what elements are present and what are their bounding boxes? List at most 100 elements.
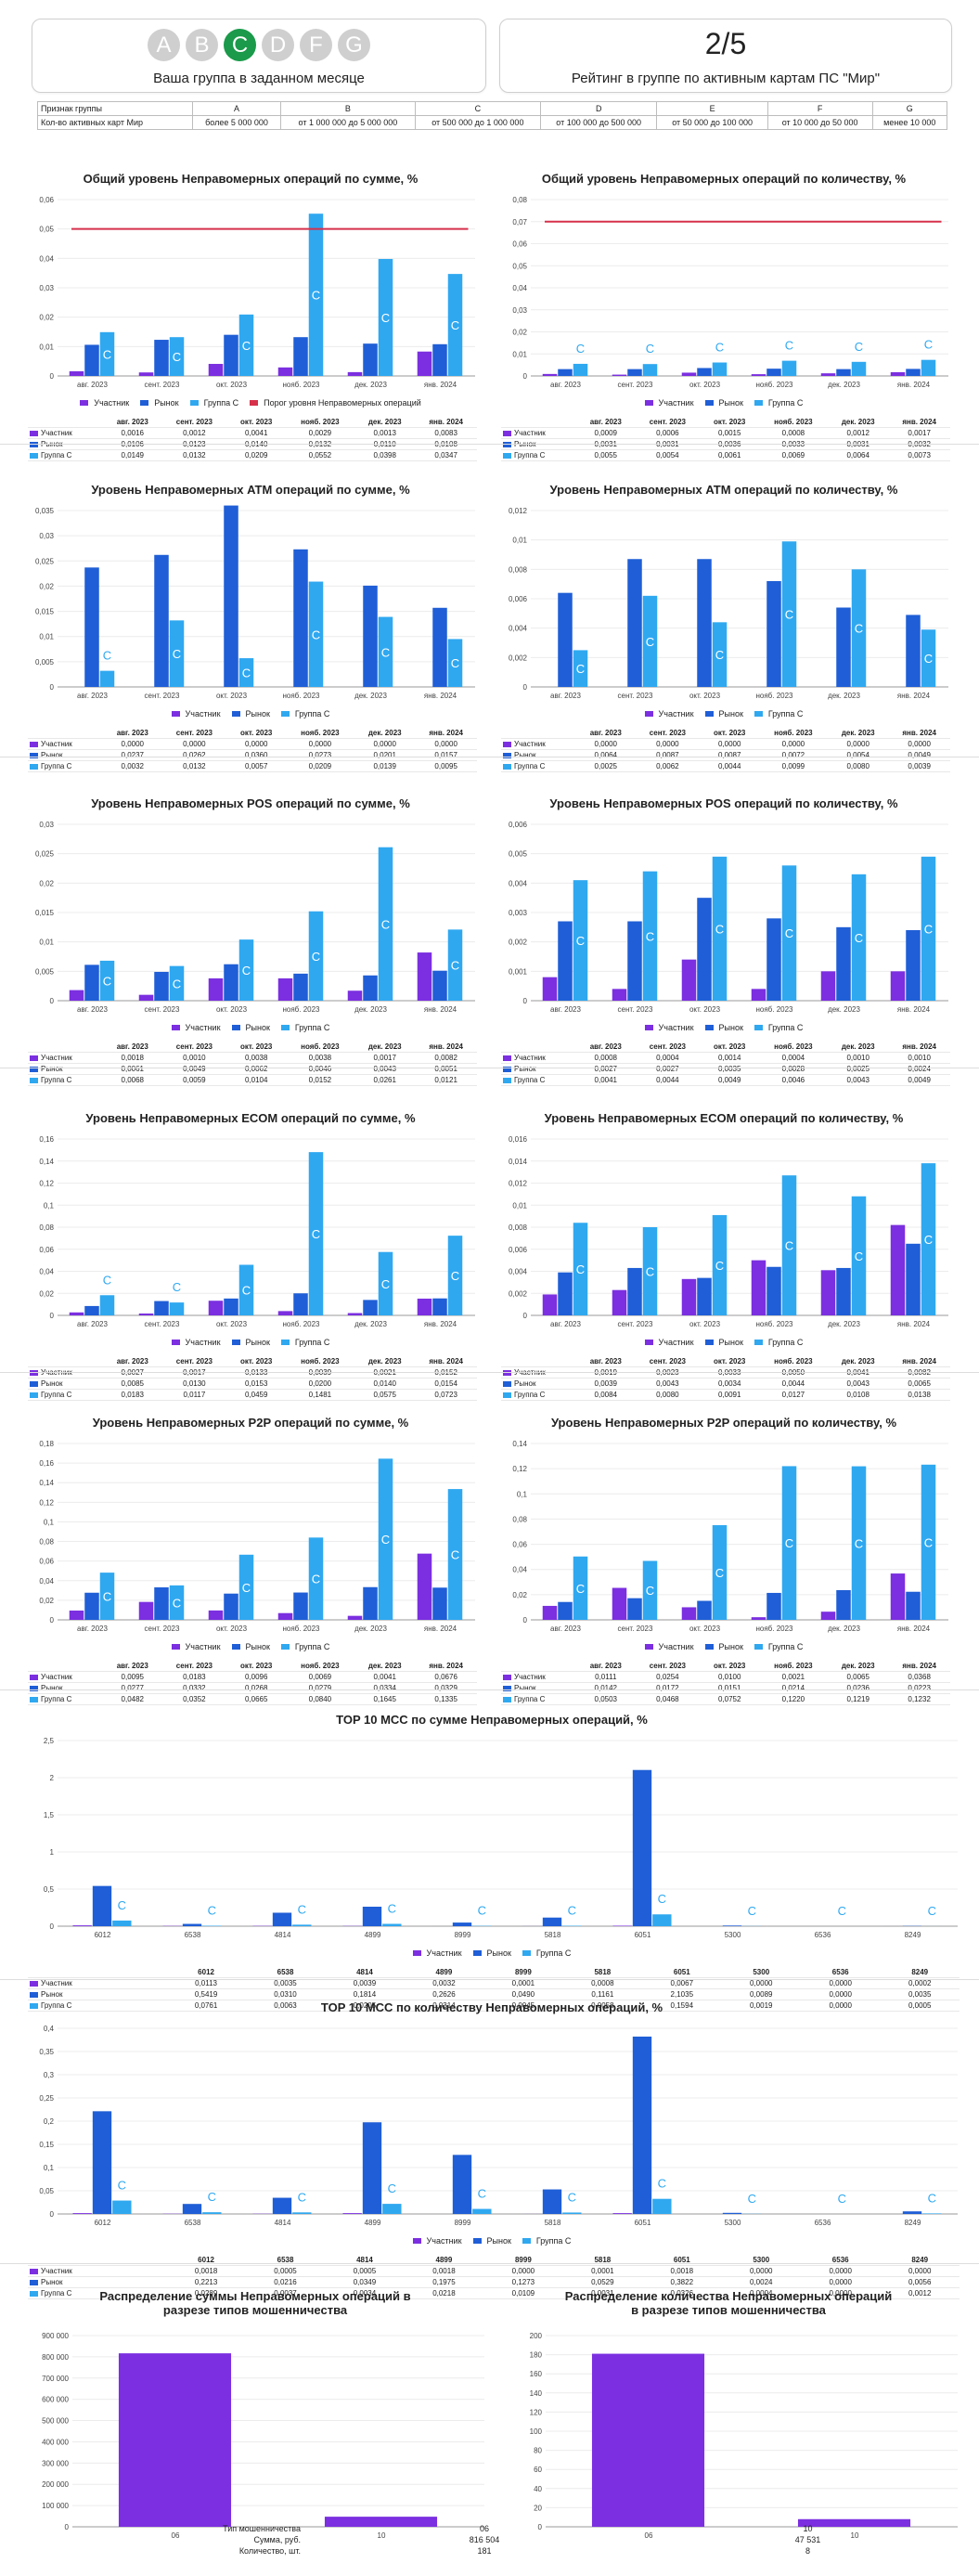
chart-legend: Участник Рынок Группа C — [492, 709, 956, 718]
row-swatch — [30, 1685, 38, 1691]
y-tick-label: 0,05 — [39, 2187, 54, 2195]
column-header: окт. 2023 — [226, 1661, 286, 1672]
x-tick-label: окт. 2023 — [689, 692, 721, 700]
bar-Группа-C — [99, 1573, 115, 1620]
group-letter-label: C — [242, 667, 251, 680]
bar-Участник — [347, 371, 363, 376]
bar-Группа-C — [781, 541, 797, 687]
bar-Рынок — [272, 1912, 292, 1926]
table-cell: 0,0037 — [245, 2287, 326, 2299]
group-letter-label: C — [451, 656, 459, 670]
bar-Рынок — [293, 973, 308, 1001]
legend-item: Рынок — [704, 1642, 743, 1651]
bar-Участник — [208, 1610, 224, 1620]
y-tick-label: 0,005 — [35, 658, 55, 667]
table-cell: 0,0062 — [635, 760, 701, 772]
column-header: дек. 2023 — [354, 728, 416, 739]
table-cell: 0,0041 — [354, 1671, 416, 1683]
x-tick-label: авг. 2023 — [77, 1625, 108, 1633]
bar-Группа-C — [447, 1489, 463, 1620]
bar-Группа-C — [292, 2212, 312, 2214]
x-tick-label: дек. 2023 — [828, 1625, 860, 1633]
table-corner — [28, 1356, 104, 1367]
legend-item: Участник — [644, 709, 694, 718]
bar-Участник — [751, 989, 766, 1001]
table-cell: 0,0130 — [161, 1378, 227, 1390]
y-tick-label: 0 — [50, 372, 55, 381]
bar-Рынок — [627, 559, 642, 687]
legend-swatch — [472, 1950, 482, 1956]
legend-swatch — [754, 711, 763, 717]
legend-item: Рынок — [472, 1948, 511, 1958]
legend-swatch — [171, 1644, 180, 1650]
bar-Участник — [138, 994, 154, 1001]
bar-Группа-C — [851, 569, 867, 687]
legend-swatch — [231, 1340, 240, 1345]
table-cell: 0,0067 — [642, 1977, 722, 1989]
bar-Рынок — [92, 1885, 112, 1926]
table-row: Группа C 0,0289 0,0037 0,0034 0,0218 0,0109 0,… — [28, 2287, 960, 2299]
column-header: дек. 2023 — [828, 1042, 889, 1053]
bar-Участник — [69, 1312, 84, 1315]
table-row: Участник 0,0000 0,0000 0,0000 0,0000 0,0000 0,… — [28, 738, 477, 750]
group-letter-label: C — [173, 647, 181, 661]
column-header: сент. 2023 — [635, 728, 701, 739]
bar-Группа-C — [712, 1214, 728, 1315]
group-letter-label: C — [103, 649, 111, 663]
row-label-text: Рынок — [41, 1065, 63, 1073]
column-header: янв. 2024 — [888, 417, 950, 428]
y-tick-label: 2 — [50, 1774, 55, 1782]
table-cell: 0,0055 — [576, 449, 636, 461]
bar-Количество,-шт. — [797, 2518, 911, 2527]
table-cell: 0,0000 — [226, 738, 286, 750]
legend-swatch — [171, 1340, 180, 1345]
group-letter-label: C — [451, 959, 459, 973]
group-letter-label: C — [312, 950, 320, 964]
table-cell: 0,0752 — [700, 1693, 759, 1705]
column-header: янв. 2024 — [415, 1661, 477, 1672]
group-letter-label: C — [928, 1904, 936, 1918]
table-row: Рынок 0,0061 0,0049 0,0062 0,0046 0,0043 0,005… — [28, 1063, 477, 1075]
table-cell: 0,0482 — [103, 1693, 162, 1705]
bar-Участник — [542, 1294, 558, 1315]
x-tick-label: окт. 2023 — [216, 381, 248, 389]
table-cell: 0,0049 — [700, 1074, 759, 1086]
chart-title: Общий уровень Неправомерных операций по … — [83, 172, 419, 186]
table-cell: 0,5419 — [166, 1988, 246, 2000]
y-tick-label: 0,01 — [512, 1201, 527, 1210]
legend-item: Группа C — [280, 1338, 329, 1347]
bar-Группа-C — [642, 1560, 658, 1620]
group-card: A B C D F G Ваша группа в заданном месяц… — [32, 19, 486, 93]
bar-Участник — [890, 1573, 906, 1620]
row-swatch — [503, 741, 511, 747]
y-tick-label: 0,005 — [35, 967, 55, 976]
y-tick-label: 0,01 — [39, 633, 54, 641]
table-cell: 0,0262 — [161, 749, 227, 761]
group-letter-label: C — [381, 1277, 390, 1291]
table-cell: 0,0012 — [161, 427, 227, 439]
bar-Рынок — [363, 585, 378, 687]
table-cell: 0,0000 — [721, 2265, 801, 2277]
table-cell: 0,0398 — [354, 449, 416, 461]
table-cell: 0,0000 — [354, 738, 416, 750]
group-letter-label: C — [715, 1566, 724, 1580]
legend-label: Рынок — [245, 1338, 270, 1347]
column-header: окт. 2023 — [700, 1356, 759, 1367]
legend-label: Рынок — [245, 709, 270, 718]
x-tick-label: 4814 — [275, 1931, 291, 1939]
bar-Группа-C — [573, 650, 588, 687]
x-tick-label: авг. 2023 — [550, 1005, 581, 1014]
table-cell: 0,0043 — [828, 1074, 889, 1086]
y-tick-label: 160 — [530, 2370, 543, 2378]
bar-Рынок — [84, 567, 99, 687]
table-cell: 0,0100 — [700, 1671, 759, 1683]
bar-Рынок — [293, 1293, 308, 1315]
table-cell: 0,0095 — [103, 1671, 162, 1683]
x-tick-label: 5818 — [545, 2219, 561, 2227]
bar-Участник — [542, 977, 558, 1001]
group-letter-label: C — [855, 340, 863, 354]
table-corner — [28, 1967, 167, 1978]
bar-Рынок — [627, 1267, 642, 1315]
y-tick-label: 0 — [50, 997, 55, 1005]
